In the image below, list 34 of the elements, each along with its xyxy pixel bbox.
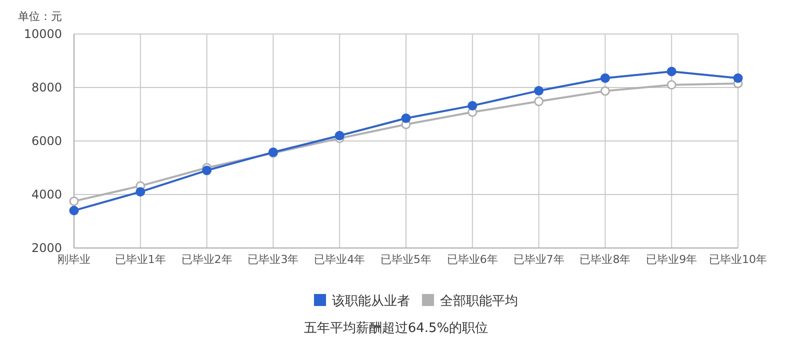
point	[666, 80, 676, 90]
x-tick-label: 已毕业9年	[646, 253, 698, 266]
x-tick-label: 已毕业10年	[709, 253, 767, 266]
point	[69, 206, 79, 216]
point	[468, 100, 478, 110]
x-tick-label: 已毕业8年	[580, 253, 631, 266]
point	[202, 166, 212, 176]
y-tick-label: 4000	[31, 188, 62, 202]
legend-label: 该职能从业者	[332, 293, 410, 309]
y-tick-label: 10000	[24, 27, 62, 41]
point	[534, 86, 544, 96]
point	[600, 73, 610, 83]
x-tick-label: 已毕业5年	[380, 253, 432, 266]
x-tick-label: 已毕业6年	[446, 253, 498, 266]
x-tick-label: 已毕业7年	[513, 253, 564, 266]
y-tick-label: 6000	[31, 134, 62, 148]
y-tick-label: 8000	[31, 80, 62, 94]
point	[401, 114, 411, 124]
y-tick-label: 2000	[31, 241, 62, 255]
point	[136, 187, 146, 197]
point	[69, 196, 79, 206]
x-tick-label: 已毕业1年	[114, 253, 166, 266]
x-tick-label: 已毕业3年	[248, 253, 299, 266]
x-tick-label: 已毕业2年	[181, 253, 232, 266]
y-axis-title: 单位：元	[18, 10, 62, 23]
text: 五年平均薪酬超过64.5%的职位	[304, 321, 488, 336]
legend-label: 全部职能平均	[440, 294, 518, 309]
x-tick-label: 已毕业4年	[314, 253, 366, 266]
point	[334, 130, 344, 140]
x-tick-label: 刚毕业	[58, 253, 90, 266]
point	[534, 96, 544, 106]
point	[600, 86, 610, 96]
point	[666, 66, 676, 76]
point	[733, 73, 743, 83]
